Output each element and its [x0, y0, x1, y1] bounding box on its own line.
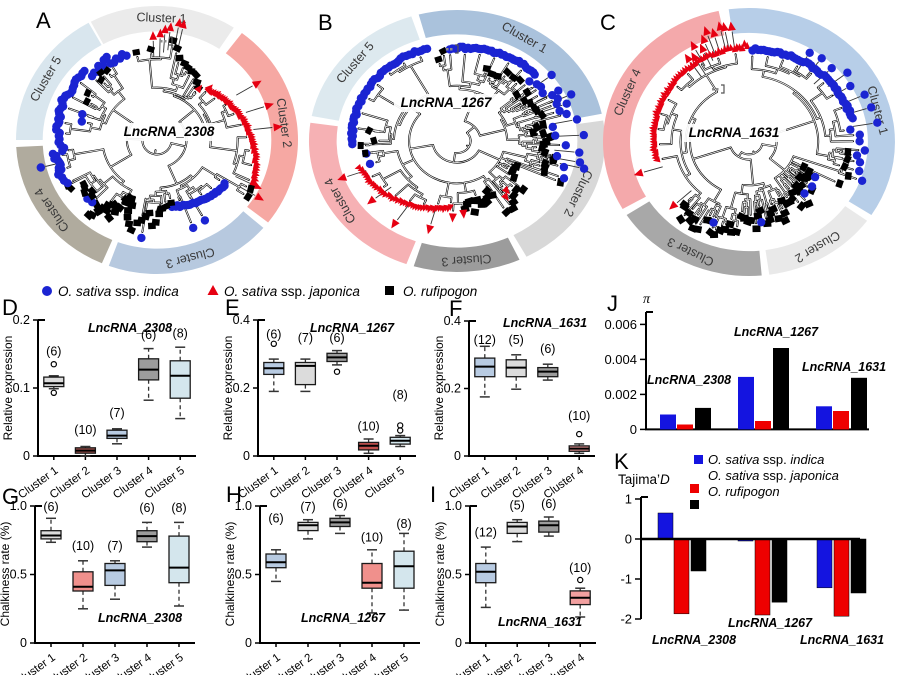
- svg-text:O. sativa ssp. japonica: O. sativa ssp. japonica: [708, 468, 839, 483]
- svg-text:(5): (5): [510, 498, 525, 512]
- svg-text:(6): (6): [268, 511, 283, 525]
- svg-text:1.0: 1.0: [235, 499, 252, 513]
- svg-text:A: A: [36, 8, 51, 33]
- svg-text:(6): (6): [266, 328, 281, 342]
- svg-text:Relative expression: Relative expression: [432, 336, 446, 441]
- svg-text:(10): (10): [569, 561, 591, 575]
- svg-text:0.5: 0.5: [10, 568, 27, 582]
- svg-text:O. rufipogon: O. rufipogon: [708, 484, 780, 499]
- svg-text:(8): (8): [173, 327, 188, 341]
- svg-text:(6): (6): [46, 344, 61, 358]
- svg-text:0.1: 0.1: [13, 381, 30, 395]
- svg-text:0.5: 0.5: [445, 568, 462, 582]
- svg-text:(6): (6): [141, 328, 156, 342]
- svg-text:G: G: [2, 484, 19, 509]
- svg-text:K: K: [614, 449, 629, 474]
- svg-text:(10): (10): [568, 409, 590, 423]
- svg-text:0.2: 0.2: [233, 381, 250, 395]
- svg-text:0: 0: [20, 636, 27, 650]
- svg-text:0.002: 0.002: [604, 387, 637, 402]
- svg-text:LncRNA_1631: LncRNA_1631: [498, 615, 582, 629]
- svg-text:Tajima’D: Tajima’D: [618, 472, 670, 487]
- svg-text:(8): (8): [396, 517, 411, 531]
- svg-text:LncRNA_2308: LncRNA_2308: [124, 124, 215, 139]
- svg-text:(6): (6): [332, 497, 347, 511]
- svg-text:LncRNA_1631: LncRNA_1631: [689, 125, 780, 140]
- svg-text:LncRNA_1631: LncRNA_1631: [800, 633, 884, 647]
- svg-text:LncRNA_2308: LncRNA_2308: [647, 373, 731, 387]
- svg-text:(6): (6): [43, 500, 58, 514]
- svg-text:D: D: [2, 295, 18, 320]
- svg-text:(12): (12): [474, 333, 496, 347]
- svg-text:0: 0: [245, 636, 252, 650]
- svg-text:H: H: [226, 482, 242, 507]
- svg-text:(5): (5): [509, 333, 524, 347]
- svg-text:Chalkiness rate (%): Chalkiness rate (%): [0, 522, 12, 627]
- svg-text:0.5: 0.5: [235, 568, 252, 582]
- svg-text:0: 0: [23, 449, 30, 463]
- svg-text:(7): (7): [298, 331, 313, 345]
- svg-text:O. rufipogon: O. rufipogon: [403, 284, 477, 299]
- svg-text:LncRNA_2308: LncRNA_2308: [652, 633, 736, 647]
- svg-text:0: 0: [625, 532, 632, 547]
- svg-text:LncRNA_1631: LncRNA_1631: [503, 316, 587, 330]
- svg-text:(10): (10): [357, 420, 379, 434]
- svg-text:E: E: [225, 295, 240, 320]
- svg-text:Cluster 1: Cluster 1: [136, 10, 187, 26]
- svg-text:(10): (10): [74, 423, 96, 437]
- svg-text:(8): (8): [171, 501, 186, 515]
- svg-text:(6): (6): [139, 501, 154, 515]
- svg-text:LncRNA_1267: LncRNA_1267: [401, 95, 493, 110]
- svg-text:B: B: [318, 10, 333, 35]
- svg-text:0: 0: [243, 449, 250, 463]
- svg-text:LncRNA_1267: LncRNA_1267: [301, 611, 386, 625]
- svg-text:-1: -1: [620, 572, 632, 587]
- svg-text:Relative expression: Relative expression: [1, 336, 15, 441]
- svg-text:(6): (6): [329, 331, 344, 345]
- svg-text:0.004: 0.004: [604, 352, 637, 367]
- svg-text:O. sativa ssp. indica: O. sativa ssp. indica: [58, 284, 179, 299]
- svg-text:(10): (10): [361, 531, 383, 545]
- svg-text:(10): (10): [72, 539, 94, 553]
- svg-text:(7): (7): [107, 539, 122, 553]
- svg-text:Chalkiness rate (%): Chalkiness rate (%): [433, 522, 447, 627]
- svg-text:π: π: [643, 292, 651, 307]
- svg-text:0.4: 0.4: [233, 313, 250, 327]
- svg-text:LncRNA_1267: LncRNA_1267: [728, 616, 813, 630]
- svg-text:LncRNA_1267: LncRNA_1267: [734, 325, 819, 339]
- svg-text:0.2: 0.2: [444, 382, 461, 396]
- svg-text:F: F: [449, 296, 462, 321]
- svg-text:0: 0: [455, 636, 462, 650]
- svg-text:(7): (7): [109, 406, 124, 420]
- svg-text:O. sativa ssp. japonica: O. sativa ssp. japonica: [224, 284, 360, 299]
- svg-text:0.4: 0.4: [444, 314, 461, 328]
- svg-text:(6): (6): [540, 342, 555, 356]
- svg-text:(6): (6): [541, 497, 556, 511]
- svg-text:(12): (12): [475, 526, 497, 540]
- svg-text:(7): (7): [300, 500, 315, 514]
- svg-text:LncRNA_2308: LncRNA_2308: [88, 321, 172, 335]
- svg-text:LncRNA_1267: LncRNA_1267: [310, 321, 395, 335]
- svg-text:Relative expression: Relative expression: [221, 336, 235, 441]
- svg-text:(8): (8): [393, 388, 408, 402]
- svg-text:0: 0: [454, 449, 461, 463]
- svg-text:Cluster 3: Cluster 3: [441, 251, 492, 268]
- svg-text:1: 1: [625, 492, 632, 507]
- svg-text:-2: -2: [620, 612, 632, 627]
- svg-text:0.2: 0.2: [13, 313, 30, 327]
- svg-text:Cluster 2: Cluster 2: [274, 97, 295, 149]
- svg-text:I: I: [430, 482, 436, 507]
- svg-text:J: J: [607, 291, 618, 316]
- svg-text:0: 0: [630, 422, 637, 437]
- svg-text:O. sativa ssp. indica: O. sativa ssp. indica: [708, 452, 824, 467]
- svg-text:LncRNA_2308: LncRNA_2308: [98, 611, 182, 625]
- svg-text:1.0: 1.0: [10, 499, 27, 513]
- svg-text:Chalkiness rate (%): Chalkiness rate (%): [223, 522, 237, 627]
- svg-text:1.0: 1.0: [445, 499, 462, 513]
- svg-text:0.006: 0.006: [604, 317, 637, 332]
- svg-text:LncRNA_1631: LncRNA_1631: [802, 360, 886, 374]
- svg-text:C: C: [600, 10, 616, 35]
